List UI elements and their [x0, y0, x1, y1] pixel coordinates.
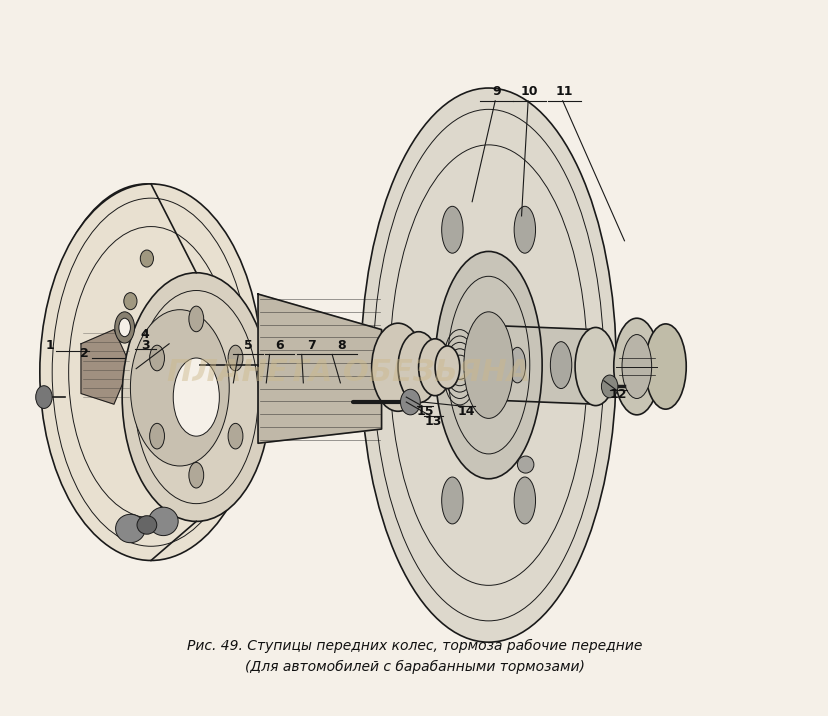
Ellipse shape — [441, 477, 463, 524]
Text: 5: 5 — [243, 339, 253, 352]
Text: 9: 9 — [492, 85, 501, 98]
Ellipse shape — [40, 184, 262, 561]
Ellipse shape — [513, 477, 535, 524]
Ellipse shape — [114, 312, 134, 343]
Text: 3: 3 — [141, 339, 149, 352]
Ellipse shape — [189, 306, 204, 332]
Ellipse shape — [137, 349, 156, 381]
Polygon shape — [81, 329, 130, 404]
Text: 11: 11 — [555, 85, 572, 98]
Ellipse shape — [441, 206, 463, 253]
Ellipse shape — [36, 386, 52, 408]
Ellipse shape — [400, 390, 420, 415]
Ellipse shape — [228, 345, 243, 371]
Text: 7: 7 — [307, 339, 315, 352]
Text: 6: 6 — [275, 339, 283, 352]
Ellipse shape — [517, 456, 533, 473]
Text: 1: 1 — [45, 339, 54, 352]
Ellipse shape — [513, 206, 535, 253]
Ellipse shape — [418, 339, 451, 396]
Ellipse shape — [150, 345, 164, 371]
Ellipse shape — [122, 273, 270, 521]
Ellipse shape — [644, 324, 686, 409]
Polygon shape — [258, 294, 381, 443]
Ellipse shape — [148, 507, 178, 536]
Ellipse shape — [435, 346, 460, 389]
Text: 4: 4 — [141, 328, 149, 341]
Ellipse shape — [397, 332, 439, 403]
Ellipse shape — [575, 327, 615, 405]
Text: 13: 13 — [424, 415, 441, 427]
Ellipse shape — [173, 358, 219, 436]
Text: 15: 15 — [416, 405, 433, 418]
Ellipse shape — [137, 516, 156, 534]
Ellipse shape — [189, 463, 204, 488]
Text: Рис. 49. Ступицы передних колес, тормоза рабочие передние: Рис. 49. Ступицы передних колес, тормоза… — [186, 639, 642, 653]
Ellipse shape — [371, 323, 424, 411]
Polygon shape — [504, 326, 595, 404]
Text: ПЛАНЕТА ОБЕЗЬЯНА: ПЛАНЕТА ОБЕЗЬЯНА — [166, 358, 530, 387]
Text: 14: 14 — [457, 405, 474, 418]
Ellipse shape — [360, 88, 615, 642]
Text: 12: 12 — [609, 389, 627, 402]
Ellipse shape — [405, 342, 426, 389]
Ellipse shape — [150, 423, 164, 449]
Ellipse shape — [228, 423, 243, 449]
Ellipse shape — [44, 184, 249, 546]
Text: 2: 2 — [80, 347, 89, 359]
Text: 10: 10 — [521, 85, 538, 98]
Ellipse shape — [613, 318, 659, 415]
Text: 8: 8 — [337, 339, 346, 352]
Ellipse shape — [115, 514, 145, 543]
Ellipse shape — [621, 334, 651, 399]
Ellipse shape — [600, 375, 617, 398]
Text: (Для автомобилей с барабанными тормозами): (Для автомобилей с барабанными тормозами… — [244, 660, 584, 674]
Ellipse shape — [508, 347, 525, 383]
Ellipse shape — [464, 312, 513, 418]
Ellipse shape — [140, 250, 153, 267]
Ellipse shape — [130, 310, 229, 466]
Ellipse shape — [550, 342, 571, 389]
Ellipse shape — [118, 318, 130, 337]
Ellipse shape — [123, 293, 137, 310]
Ellipse shape — [156, 463, 170, 480]
Ellipse shape — [435, 251, 542, 479]
